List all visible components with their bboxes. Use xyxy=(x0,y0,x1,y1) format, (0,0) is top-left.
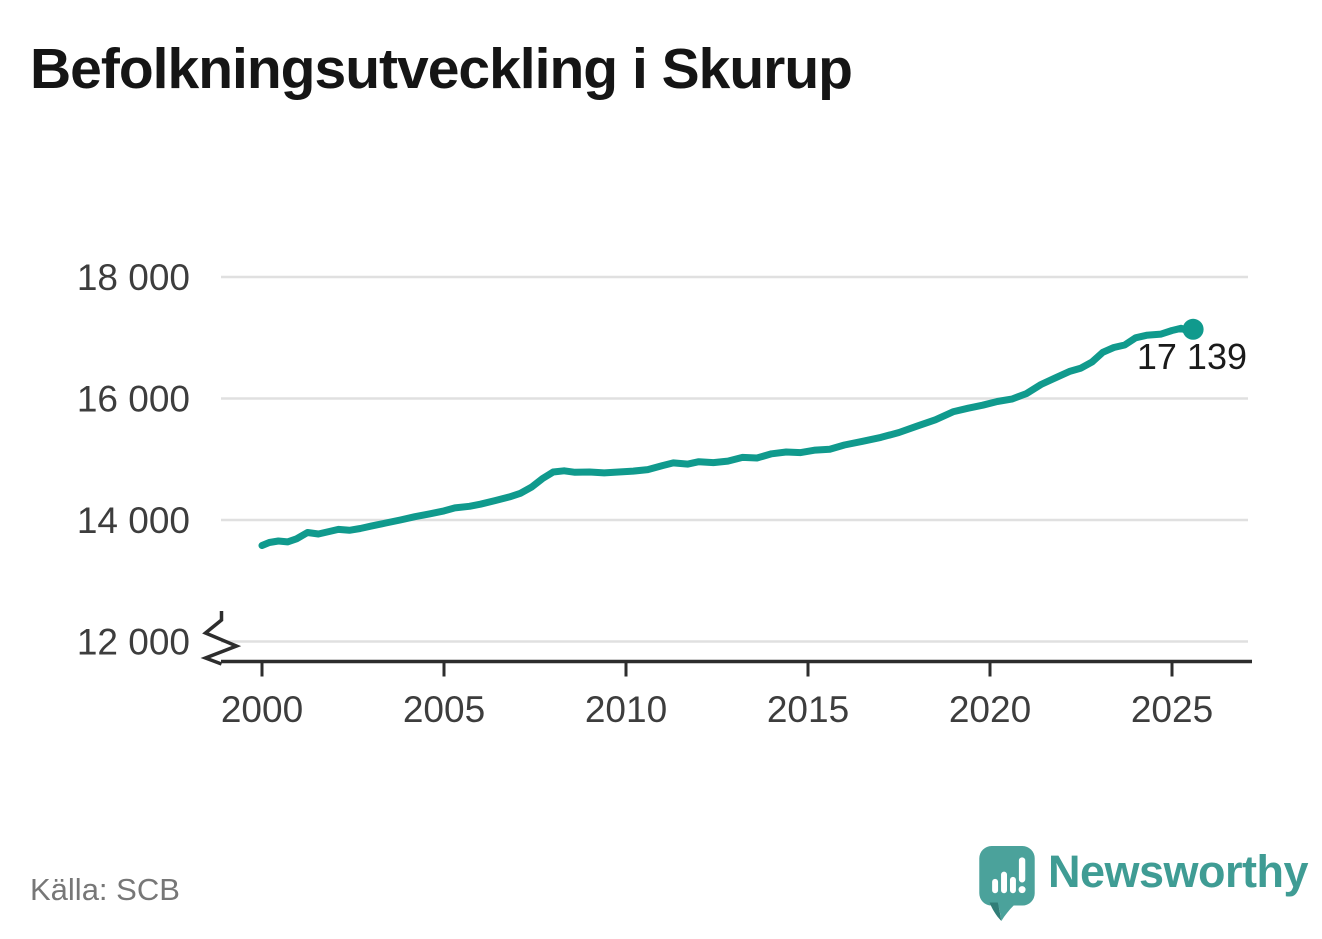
population-line-chart: 12 000 14 000 16 000 18 000 2000 2005 2010 2015… xyxy=(77,257,1252,730)
data-line xyxy=(258,324,1197,549)
x-tick-label: 2000 xyxy=(221,689,303,730)
x-tick-label: 2010 xyxy=(585,689,667,730)
page-title: Befolkningsutveckling i Skurup xyxy=(30,37,853,101)
x-tick-label: 2015 xyxy=(767,689,849,730)
y-tick-label: 14 000 xyxy=(77,500,190,541)
end-point-dot xyxy=(1182,318,1204,340)
y-tick-label: 16 000 xyxy=(77,379,190,420)
source-attribution: Källa: SCB xyxy=(30,872,180,907)
x-tick-label: 2005 xyxy=(403,689,485,730)
end-value-label: 17 139 xyxy=(1137,336,1247,377)
brand-wordmark: Newsworthy xyxy=(1048,846,1309,897)
brand-footer: Newsworthy xyxy=(978,843,1309,927)
y-tick-label: 12 000 xyxy=(77,622,190,663)
newsworthy-logo-icon xyxy=(979,846,1035,921)
y-tick-label: 18 000 xyxy=(77,257,190,298)
x-tick-label: 2025 xyxy=(1131,689,1213,730)
x-tick-label: 2020 xyxy=(949,689,1031,730)
axis-break-icon xyxy=(200,611,242,666)
